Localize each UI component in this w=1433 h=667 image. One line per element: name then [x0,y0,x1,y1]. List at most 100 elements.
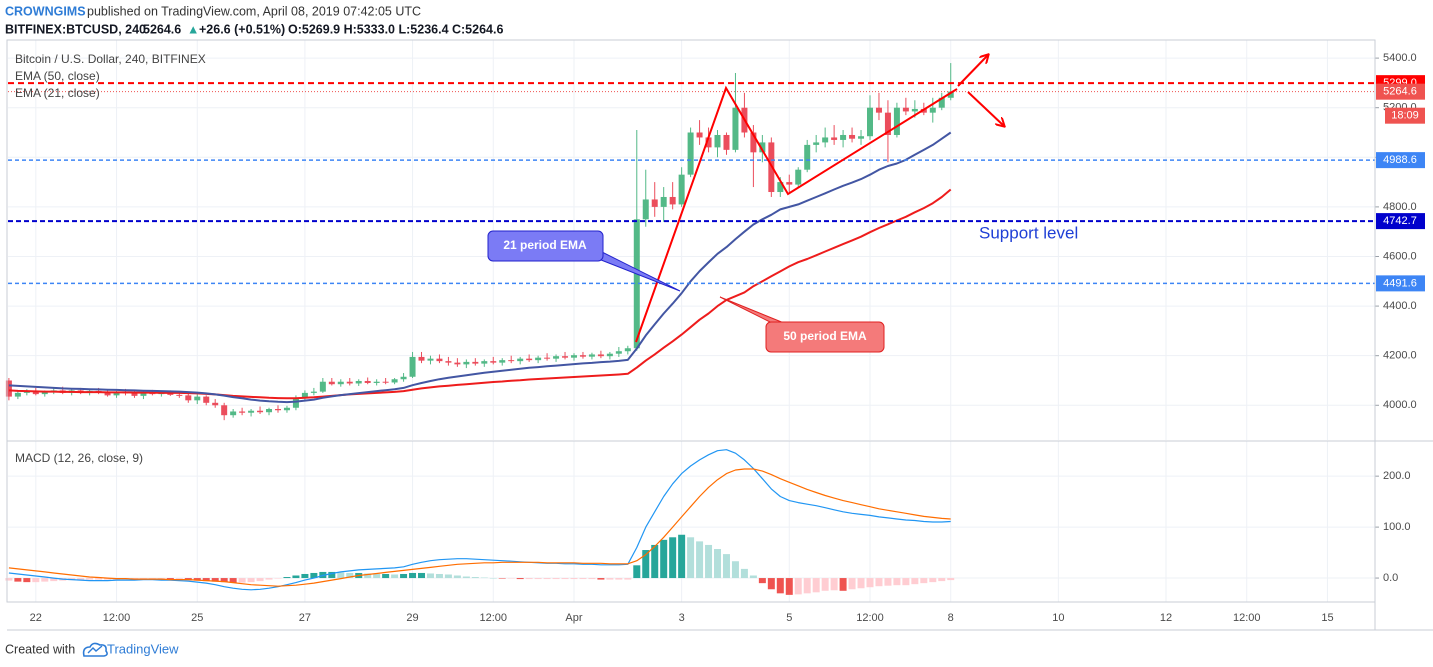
histogram-bar [785,578,793,595]
histogram-bar [274,578,282,579]
support-label: Support level [979,223,1078,242]
candle-body [929,107,936,113]
histogram-bar [418,572,426,579]
histogram-bar [839,578,847,591]
histogram-bar [794,578,802,595]
candle-body [606,353,613,357]
candle-body [678,174,685,205]
histogram-bar [400,573,408,579]
level-label: 4742.7 [1383,215,1417,227]
candle-body [938,97,945,108]
candle-body [544,357,551,359]
candle-body [418,356,425,361]
histogram-bar [597,578,605,580]
histogram-bar [624,578,632,580]
candle-body [651,199,658,207]
candle-body [463,361,470,365]
histogram-bar [911,578,919,585]
candle-body [445,361,452,363]
histogram-bar [687,537,695,579]
candle-body [248,410,255,413]
histogram-bar [498,578,506,579]
candle-body [391,379,398,383]
histogram-bar [758,578,766,584]
candle-body [875,107,882,113]
x-tick-label: Apr [565,612,582,624]
histogram-bar [929,578,937,583]
histogram-bar [633,565,641,579]
histogram-bar [722,554,730,579]
x-tick-label: 27 [299,612,311,624]
candle-body [32,391,39,395]
candle-body [472,361,479,364]
histogram-bar [211,578,219,582]
author[interactable]: CROWNGIMS [5,4,86,18]
histogram-bar [767,578,775,590]
histogram-bar [373,573,381,579]
footer-brand[interactable]: TradingView [107,641,179,656]
histogram-bar [857,578,865,589]
candle-body [813,142,820,145]
histogram-bar [256,578,264,582]
histogram-bar [561,578,569,580]
histogram-bar [364,573,372,579]
candle-body [723,134,730,150]
candle-body [5,380,12,397]
histogram-bar [731,561,739,579]
histogram-bar [651,544,659,579]
x-tick-label: 10 [1052,612,1064,624]
histogram-bar [95,578,103,580]
y-tick-label: 4400.0 [1383,300,1417,312]
candle-body [911,108,918,112]
logo-mark [87,645,103,654]
histogram-bar [23,578,31,583]
legend-entry: EMA (21, close) [15,86,100,100]
histogram-bar [669,537,677,579]
candle-body [239,411,246,413]
x-tick-label: 5 [786,612,792,624]
candle-body [454,362,461,365]
change: +26.6 (+0.51%) [199,22,285,36]
callout-text: 50 period EMA [783,329,867,343]
candle-body [113,392,120,396]
histogram-bar [409,572,417,579]
candle-body [579,355,586,357]
y-tick-label: 4600.0 [1383,250,1417,262]
arrow-down [967,91,1004,126]
candle-body [221,405,228,416]
y-tick-label: 4800.0 [1383,201,1417,213]
candle-body [185,395,192,401]
candle-body [427,358,434,361]
histogram-bar [426,573,434,579]
candle-body [526,358,533,361]
histogram-bar [938,578,946,582]
candle-body [660,196,667,207]
histogram-bar [678,534,686,579]
level-tag [1376,213,1425,230]
histogram-bar [202,578,210,582]
histogram-bar [265,578,273,580]
x-tick-label: 29 [406,612,418,624]
candle-body [849,134,856,139]
candle-body [777,182,784,193]
candle-body [140,392,147,396]
candle-body [194,396,201,401]
histogram-bar [812,578,820,593]
candle-body [588,354,595,357]
histogram-bar [696,541,704,579]
x-tick-label: 12:00 [480,612,508,624]
macd-title: MACD (12, 26, close, 9) [15,451,143,465]
histogram-bar [444,574,452,579]
histogram-bar [947,578,955,581]
histogram-bar [346,572,354,579]
x-tick-label: 3 [679,612,685,624]
histogram-bar [220,578,228,583]
histogram-bar [453,575,461,579]
level-tag [1376,83,1425,100]
histogram-bar [875,578,883,587]
candle-body [310,391,317,393]
histogram-bar [471,577,479,579]
countdown-tag [1385,107,1425,124]
candle-body [633,219,640,349]
histogram-bar [516,578,524,580]
